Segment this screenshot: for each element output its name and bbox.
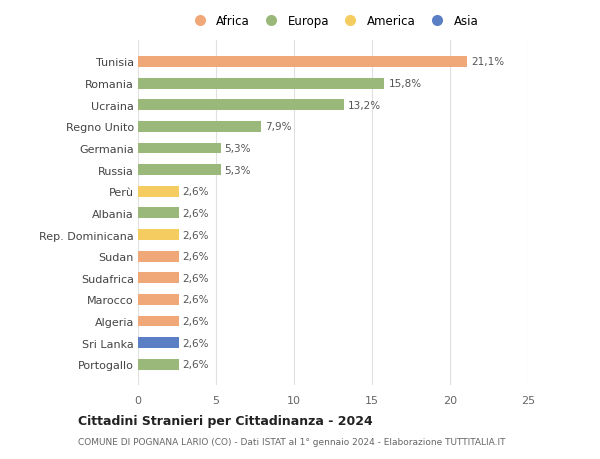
Text: Cittadini Stranieri per Cittadinanza - 2024: Cittadini Stranieri per Cittadinanza - 2… (78, 414, 373, 428)
Text: COMUNE DI POGNANA LARIO (CO) - Dati ISTAT al 1° gennaio 2024 - Elaborazione TUTT: COMUNE DI POGNANA LARIO (CO) - Dati ISTA… (78, 437, 505, 446)
Text: 2,6%: 2,6% (182, 316, 209, 326)
Text: 2,6%: 2,6% (182, 230, 209, 240)
Bar (138, 186, 179, 197)
Bar (138, 273, 179, 284)
Text: 7,9%: 7,9% (265, 122, 292, 132)
Bar (138, 337, 179, 348)
Text: 5,3%: 5,3% (224, 144, 251, 154)
Bar (138, 100, 344, 111)
Text: 5,3%: 5,3% (224, 165, 251, 175)
Bar (138, 165, 221, 176)
Bar (138, 78, 385, 90)
Text: 2,6%: 2,6% (182, 252, 209, 262)
Text: 15,8%: 15,8% (388, 79, 422, 89)
Text: 2,6%: 2,6% (182, 273, 209, 283)
Text: 2,6%: 2,6% (182, 208, 209, 218)
Legend: Africa, Europa, America, Asia: Africa, Europa, America, Asia (185, 13, 481, 30)
Text: 21,1%: 21,1% (471, 57, 504, 67)
Bar (138, 251, 179, 262)
Bar (138, 359, 179, 370)
Bar (138, 294, 179, 305)
Text: 2,6%: 2,6% (182, 295, 209, 305)
Bar (138, 57, 467, 68)
Bar (138, 230, 179, 241)
Text: 2,6%: 2,6% (182, 359, 209, 369)
Bar (138, 122, 261, 133)
Text: 2,6%: 2,6% (182, 187, 209, 197)
Text: 2,6%: 2,6% (182, 338, 209, 348)
Bar (138, 208, 179, 219)
Text: 13,2%: 13,2% (348, 101, 381, 111)
Bar (138, 143, 221, 154)
Bar (138, 316, 179, 327)
